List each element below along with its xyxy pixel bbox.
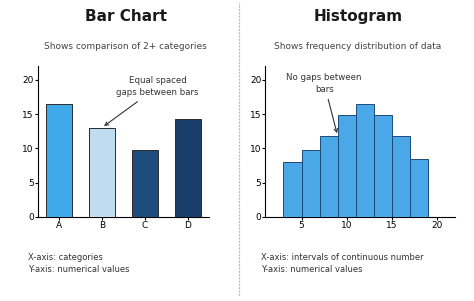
Bar (283, 162, 301, 217)
Bar (337, 116, 356, 217)
Bar (410, 159, 428, 217)
Text: Bar Chart: Bar Chart (85, 9, 166, 24)
Text: X-axis: categories
Y-axis: numerical values: X-axis: categories Y-axis: numerical val… (28, 253, 130, 274)
Text: Shows comparison of 2+ categories: Shows comparison of 2+ categories (44, 42, 207, 51)
Bar (46, 104, 72, 217)
Text: No gaps between
bars: No gaps between bars (286, 73, 362, 132)
Bar (392, 136, 410, 217)
Text: Equal spaced
gaps between bars: Equal spaced gaps between bars (105, 76, 199, 126)
Bar (356, 104, 374, 217)
Bar (319, 136, 337, 217)
Text: Histogram: Histogram (313, 9, 402, 24)
Bar (132, 150, 158, 217)
Text: X-axis: intervals of continuous number
Y-axis: numerical values: X-axis: intervals of continuous number Y… (261, 253, 423, 274)
Bar (89, 128, 115, 217)
Text: Shows frequency distribution of data: Shows frequency distribution of data (274, 42, 441, 51)
Bar (374, 116, 392, 217)
Bar (175, 119, 201, 217)
Bar (301, 150, 319, 217)
